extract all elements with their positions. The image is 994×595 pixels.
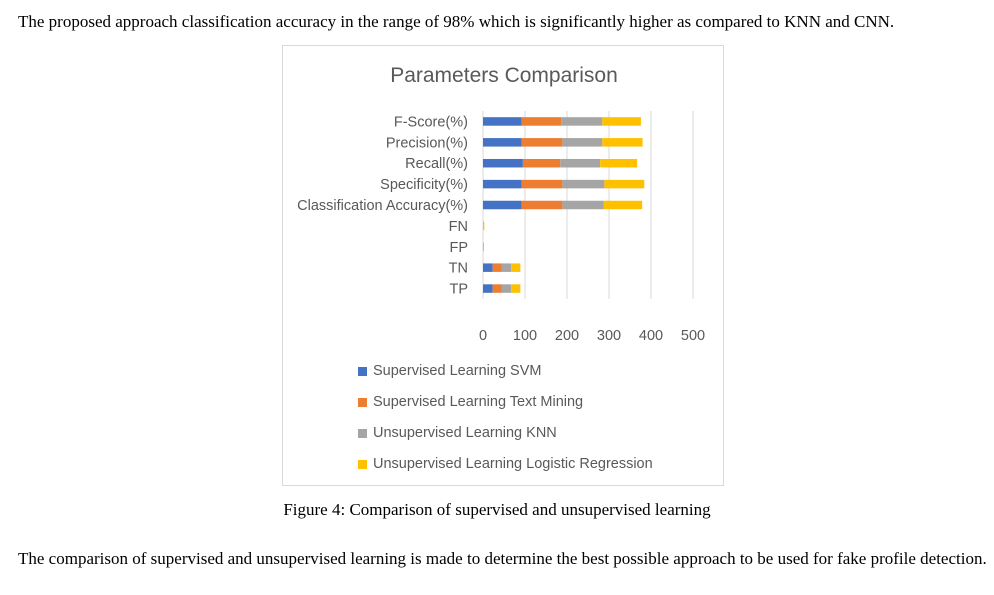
- x-tick-label: 200: [555, 328, 579, 344]
- legend-item: Unsupervised Learning KNN: [358, 424, 557, 442]
- legend-label: Unsupervised Learning Logistic Regressio…: [373, 456, 653, 472]
- bar-segment: [483, 242, 484, 252]
- category-labels: F-Score(%) Precision(%) Recall(%) Specifici…: [297, 114, 468, 297]
- x-tick-label: 400: [639, 328, 663, 344]
- bar-segment: [602, 138, 643, 147]
- bar-segment: [603, 200, 643, 210]
- bar-segment: [483, 179, 522, 189]
- bar-segment: [521, 117, 562, 126]
- chart-area: Parameters Comparison F-Score(%) Precisio…: [282, 45, 724, 486]
- outro-paragraph: The comparison of supervised and unsuper…: [18, 549, 987, 568]
- legend-swatch: [358, 366, 367, 376]
- category-label: Specificity(%): [380, 177, 468, 193]
- bar-segment: [483, 117, 522, 126]
- bar-segment: [483, 200, 522, 210]
- category-label: Classification Accuracy(%): [297, 198, 468, 214]
- bar-segment: [561, 117, 603, 126]
- bar-segment: [501, 263, 512, 272]
- bar-segment: [521, 138, 563, 147]
- bar-segment: [511, 284, 521, 293]
- legend-label: Supervised Learning Text Mining: [373, 394, 584, 410]
- category-label: F-Score(%): [394, 114, 468, 130]
- bar-segment: [562, 200, 604, 210]
- legend-swatch: [358, 459, 367, 469]
- bar-segment: [483, 158, 523, 168]
- bar-segment: [600, 158, 638, 168]
- x-tick-label: 0: [479, 328, 487, 344]
- bar-segment: [483, 284, 493, 293]
- legend-item: Unsupervised Learning Logistic Regressio…: [358, 455, 653, 473]
- category-label: Recall(%): [405, 156, 468, 172]
- bar-segment: [483, 221, 485, 231]
- bar-segment: [492, 284, 502, 293]
- x-tick-label: 100: [513, 328, 537, 344]
- x-axis-ticks: 0 100 200 300 400 500: [479, 328, 705, 344]
- x-tick-label: 300: [597, 328, 621, 344]
- bar-segment: [602, 117, 641, 126]
- bar-segment: [604, 179, 645, 189]
- bar-segment: [560, 158, 601, 168]
- bar-segment: [492, 263, 502, 272]
- bar-segment: [483, 138, 522, 147]
- category-label: TN: [449, 261, 468, 277]
- legend-label: Supervised Learning SVM: [373, 363, 542, 379]
- bar-segment: [562, 138, 603, 147]
- figure-caption: Figure 4: Comparison of supervised and u…: [283, 500, 711, 519]
- legend-swatch: [358, 428, 367, 438]
- chart-title: Parameters Comparison: [390, 64, 618, 87]
- legend-item: Supervised Learning Text Mining: [358, 393, 583, 411]
- bar-segment: [521, 200, 563, 210]
- legend-item: Supervised Learning SVM: [358, 362, 541, 380]
- legend-swatch: [358, 397, 367, 407]
- stacked-bar-chart: Parameters Comparison F-Score(%) Precisio…: [297, 64, 705, 344]
- bars: [483, 117, 645, 293]
- legend-label: Unsupervised Learning KNN: [373, 425, 557, 441]
- category-label: TP: [449, 282, 468, 298]
- category-label: Precision(%): [386, 135, 468, 151]
- bar-segment: [562, 179, 605, 189]
- category-label: FP: [449, 240, 468, 256]
- bar-segment: [483, 263, 493, 272]
- category-label: FN: [449, 219, 468, 235]
- bar-segment: [521, 179, 563, 189]
- bar-segment: [501, 284, 512, 293]
- x-tick-label: 500: [681, 328, 705, 344]
- intro-paragraph: The proposed approach classification acc…: [18, 12, 895, 31]
- bar-segment: [522, 158, 561, 168]
- bar-segment: [511, 263, 521, 272]
